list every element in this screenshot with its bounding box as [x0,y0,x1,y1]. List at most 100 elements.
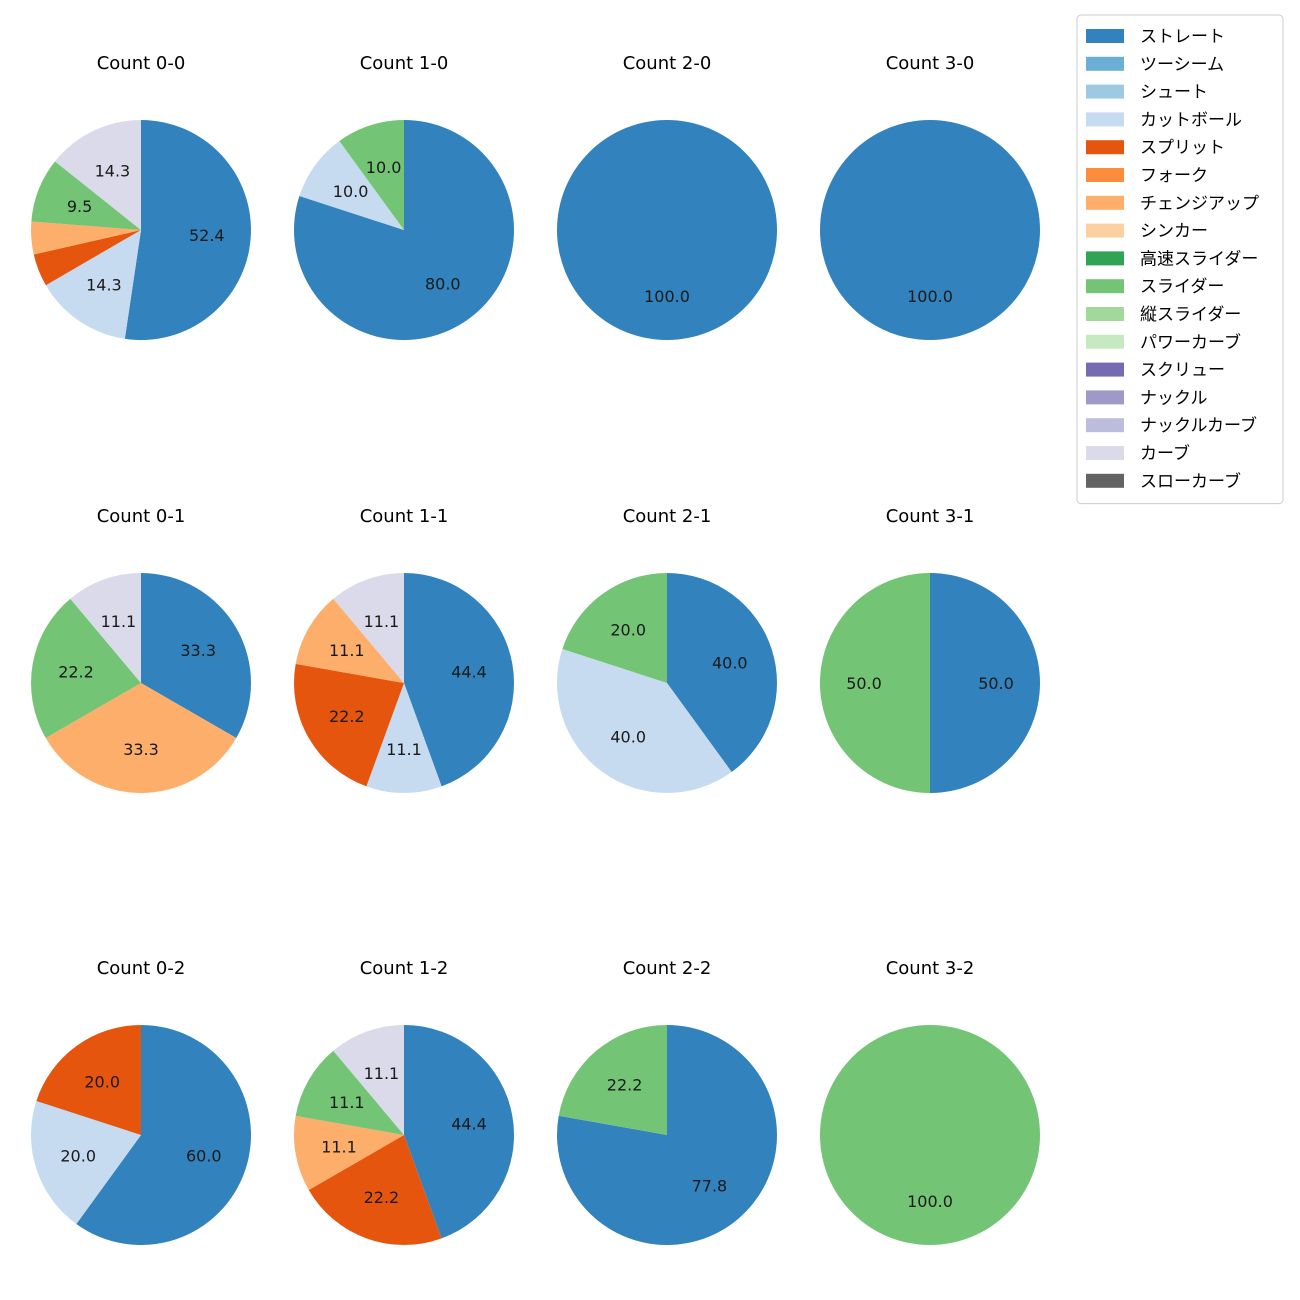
pie-slice-スライダー [31,161,141,230]
pie-slice-スプリット [293,663,404,787]
slice-label: 14.3 [86,276,122,295]
legend-item: スローカーブ [1086,471,1241,492]
legend-item: パワーカーブ [1086,332,1241,353]
slice-label: 40.0 [712,654,748,673]
legend-swatch [1086,446,1124,460]
pie-title: Count 3-2 [886,958,975,979]
pie-slice-ストレート [820,120,1040,340]
legend-swatch [1086,140,1124,155]
pie-slice-ストレート [124,120,251,340]
pie-title: Count 1-0 [360,53,449,74]
legend-swatch [1086,334,1124,349]
pie-count-3-0: Count 3-0 100.0 [820,53,1040,340]
pie-count-2-1: Count 2-1 40.0 40.0 20.0 [556,506,778,794]
legend-item: ナックル [1086,388,1208,408]
slice-label: 20.0 [60,1146,96,1165]
legend-swatch [1086,251,1124,266]
slice-label: 14.3 [95,162,131,181]
slice-label: 52.4 [189,226,225,245]
pie-slice-カットボール [366,683,442,794]
legend-item: スクリュー [1086,361,1225,381]
pie-count-1-1: Count 1-1 44.4 11.1 22.2 11.1 11.1 [293,506,515,794]
legend-label: 縦スライダー [1140,305,1241,325]
pie-slice-チェンジアップ [31,221,141,255]
pie-slice-ストレート [667,573,778,772]
legend-item: カーブ [1086,443,1190,464]
slice-label: 100.0 [907,1192,953,1211]
pie-slice-スライダー [820,573,930,793]
slice-label: 44.4 [451,663,487,682]
pie-count-0-1: Count 0-1 33.3 33.3 22.2 11.1 [31,506,251,793]
legend-swatch [1086,195,1124,210]
pie-title: Count 2-0 [623,53,712,74]
slice-label: 9.5 [67,197,92,216]
legend-item: 縦スライダー [1086,305,1241,325]
slice-label: 10.0 [366,158,402,177]
slice-label: 11.1 [321,1138,357,1157]
pie-slice-ストレート [293,120,514,340]
pie-slice-ストレート [141,573,251,738]
pie-slice-スプリット [36,1025,141,1135]
pie-slice-スライダー [295,1050,404,1135]
legend-swatch [1086,56,1124,71]
legend-item: シンカー [1086,222,1208,242]
slice-label: 100.0 [644,287,690,306]
slice-label: 40.0 [610,727,646,746]
slice-label: 22.2 [329,707,365,726]
legend-label: 高速スライダー [1140,249,1258,269]
slice-label: 11.1 [329,641,365,660]
legend-item: フォーク [1086,166,1208,186]
slice-label: 11.1 [364,612,400,631]
legend-label: スローカーブ [1140,471,1241,492]
pie-slice-チェンジアップ [293,1115,404,1190]
legend-item: 高速スライダー [1086,249,1258,269]
legend-label: シュート [1140,83,1208,103]
legend: ストレートツーシームシュートカットボールスプリットフォークチェンジアップシンカー… [1076,14,1284,505]
legend-label: カットボール [1140,110,1242,130]
legend-item: ストレート [1086,27,1225,47]
pie-title: Count 2-2 [623,958,712,979]
slice-label: 22.2 [364,1188,400,1207]
legend-swatch [1086,29,1124,43]
pie-slice-カットボール [556,649,732,794]
legend-label: ストレート [1140,27,1225,47]
pie-title: Count 3-1 [886,506,975,527]
slice-label: 11.1 [101,612,137,631]
legend-label: ナックル [1140,388,1208,408]
slice-label: 77.8 [692,1177,728,1196]
legend-swatch [1086,223,1124,238]
legend-label: カーブ [1140,443,1190,464]
pie-slice-カーブ [333,1025,404,1135]
slice-label: 22.2 [607,1075,643,1094]
legend-swatch [1086,307,1124,321]
pie-slice-カーブ [55,120,141,230]
pie-count-0-2: Count 0-2 60.0 20.0 20.0 [30,958,251,1246]
pie-slice-カットボール [30,1101,142,1224]
pie-count-2-2: Count 2-2 77.8 22.2 [557,958,778,1246]
pie-title: Count 1-1 [360,506,449,527]
pie-slice-スライダー [558,1025,667,1135]
legend-label: ツーシーム [1140,55,1224,75]
pie-slice-ストレート [76,1025,251,1246]
pie-slice-カーブ [70,573,141,683]
legend-label: パワーカーブ [1140,332,1241,353]
slice-label: 50.0 [846,674,882,693]
legend-label: フォーク [1140,166,1208,186]
pie-slice-スプリット [33,230,142,286]
slice-label: 33.3 [180,641,216,660]
slice-label: 20.0 [610,621,646,640]
legend-swatch [1086,362,1124,377]
legend-swatch [1086,84,1124,99]
pie-slice-ストレート [557,120,777,340]
pie-count-3-2: Count 3-2 100.0 [820,958,1040,1245]
pie-slice-ストレート [404,573,515,787]
pie-slice-スライダー [31,598,141,738]
pie-count-1-0: Count 1-0 80.0 10.0 10.0 [293,53,514,340]
slice-label: 80.0 [425,274,461,293]
slice-label: 60.0 [186,1146,222,1165]
legend-item: ツーシーム [1086,55,1224,75]
legend-label: チェンジアップ [1140,194,1259,214]
legend-swatch [1086,279,1124,294]
pie-slice-チェンジアップ [45,683,237,793]
